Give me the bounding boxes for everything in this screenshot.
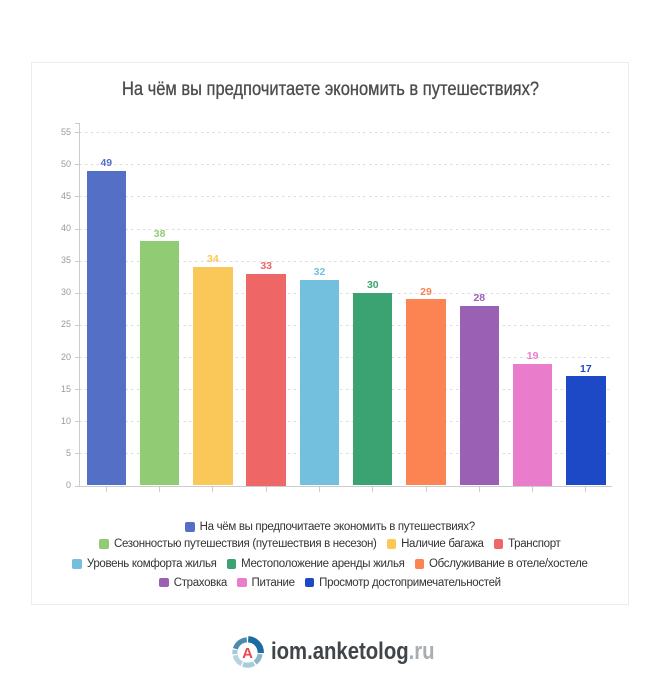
svg-text:A: A (242, 645, 253, 662)
